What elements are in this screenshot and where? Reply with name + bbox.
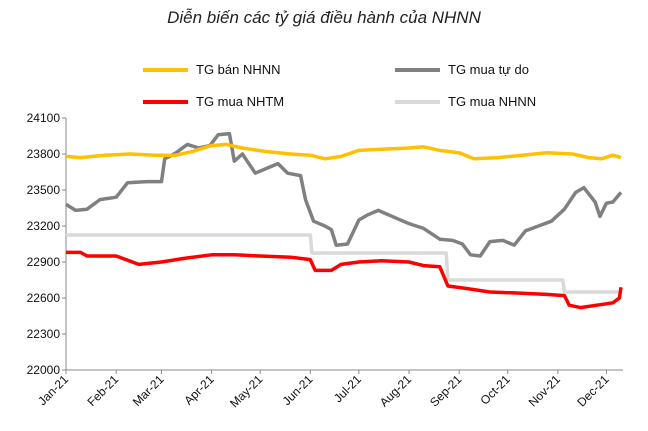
x-tick-label: Nov-21: [526, 372, 563, 409]
legend-label: TG bán NHNN: [196, 62, 281, 77]
series-line-0: [65, 142, 622, 161]
legend-swatch: [395, 67, 440, 72]
legend-item-tg-mua-nhnn: TG mua NHNN: [395, 94, 536, 109]
legend-label: TG mua NHTM: [196, 94, 285, 109]
y-tick-label: 22900: [27, 255, 61, 269]
legend-item-tg-ban-nhnn: TG bán NHNN: [143, 62, 281, 77]
legend-label: TG mua NHNN: [448, 94, 537, 109]
x-tick-label: Aug-21: [377, 372, 414, 409]
x-tick-label: Feb-21: [84, 372, 121, 409]
x-tick-label: Sep-21: [427, 372, 464, 409]
x-tick-label: Oct-21: [477, 372, 513, 408]
y-tick-label: 22300: [27, 327, 61, 341]
y-tick-label: 22000: [27, 363, 61, 377]
x-tick-label: May-21: [227, 372, 265, 410]
series-line-3: [66, 233, 621, 294]
series-line-2: [66, 250, 623, 310]
legend-label: TG mua tự do: [448, 62, 529, 77]
x-tick-label: Dec-21: [574, 372, 611, 409]
y-tick-label: 23500: [27, 183, 61, 197]
y-tick-label: 22600: [27, 291, 61, 305]
y-tick-label: 23200: [27, 219, 61, 233]
x-tick-label: Mar-21: [130, 372, 167, 409]
x-tick-label: Jun-21: [280, 372, 316, 408]
legend-swatch: [395, 99, 440, 104]
x-tick-label: Jan-21: [35, 372, 71, 408]
legend-item-tg-mua-nhtm: TG mua NHTM: [143, 94, 284, 109]
legend-item-tg-mua-tu-do: TG mua tự do: [395, 62, 529, 77]
y-tick-label: 24100: [27, 111, 61, 125]
legend-swatch: [143, 67, 188, 72]
x-tick-label: Apr-21: [181, 372, 217, 408]
legend-swatch: [143, 99, 188, 104]
x-tick-label: Jul-21: [331, 372, 364, 405]
y-tick-label: 23800: [27, 147, 61, 161]
chart-title: Diễn biến các tỷ giá điều hành của NHNN: [167, 8, 481, 27]
